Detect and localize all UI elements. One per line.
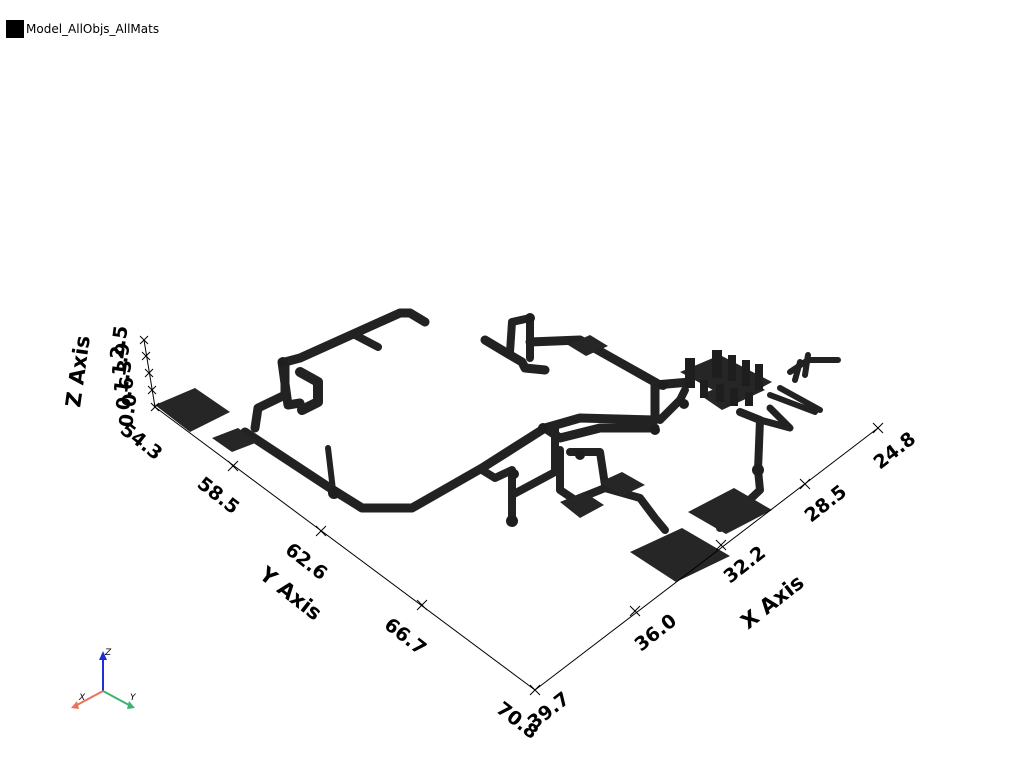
fitting [278,357,288,367]
z-tick [139,335,149,345]
equipment-pad [212,428,258,452]
x-axis: 24.8 28.5 32.2 36.0 39.7 X Axis [524,422,920,734]
equipment-pad [688,488,772,534]
pipe-segment [250,308,430,433]
x-tick [629,605,641,617]
z-axis-title: Z Axis [61,334,95,409]
legend-swatch [6,20,24,38]
fitting [538,423,548,433]
triad-z-label: Z [104,648,112,658]
z-axis: 0.0 0.6 1.3 1.9 2.5 Z Axis [61,324,160,429]
pipe-segment [295,367,323,415]
equipment-pad [155,388,230,432]
y-tick [416,599,428,611]
pipe-segment [240,377,695,513]
z-tick [150,402,160,412]
fitting [650,425,660,435]
x-tick-label: 39.7 [524,688,574,734]
equipment-pad [568,335,608,356]
equipment-pad [560,492,604,518]
y-tick-label: 66.7 [380,614,430,660]
fitting [752,464,764,476]
equipment-pad [600,472,645,496]
fitting [525,313,535,323]
z-tick [141,351,151,361]
z-tick-label: 0.6 [112,375,138,411]
pipe-segment [480,335,550,375]
fitting [679,399,689,409]
pipe-segment [506,314,534,362]
y-tick [315,525,327,537]
y-axis-line [154,406,536,691]
pipe-segment [478,466,516,524]
equipment-cluster [680,350,772,410]
pipe-segment [508,424,559,499]
pipe-segment [756,404,794,432]
y-arrow [102,690,130,706]
pipe-segment [656,386,689,424]
pipe-segment [566,448,609,489]
fitting [506,515,518,527]
x-axis-title: X Axis [736,570,808,634]
x-axis-line [534,427,879,691]
pipe-segment [277,357,305,410]
x-tick [715,539,727,551]
fitting [575,450,585,460]
x-tick [799,478,811,490]
x-tick-label: 32.2 [720,542,770,588]
pipe-segment [325,445,336,493]
y-tick-label: 58.5 [193,473,243,519]
fitting [658,380,668,390]
equipment-pad [630,528,730,582]
triad-x-label: X [78,693,86,703]
pipe-segment [351,331,382,351]
z-tick-label: 1.9 [108,341,134,377]
x-arrow [76,690,104,706]
pipe-segment [556,446,669,534]
z-tick-label: 0.0 [115,392,141,428]
z-arrow-head [99,651,107,660]
fitting [328,487,340,499]
x-tick-label: 24.8 [870,428,920,474]
x-tick [872,422,884,434]
z-tick [144,368,154,378]
pipe-network-model[interactable] [155,308,841,582]
x-tick-label: 36.0 [631,610,681,656]
fitting [509,469,519,479]
pipe-segment [540,423,660,443]
legend-label: Model_AllObjs_AllMats [26,22,160,36]
pipe-segment [792,352,811,383]
orientation-widget[interactable]: Z X Y [71,648,137,709]
y-tick [227,460,239,472]
z-tick-label: 2.5 [106,324,132,360]
y-arrow-head [127,701,135,709]
triad-y-label: Y [130,693,137,703]
z-tick-label: 1.3 [110,358,136,394]
z-tick [147,385,157,395]
x-arrow-head [71,701,79,709]
legend: Model_AllObjs_AllMats [6,20,159,38]
